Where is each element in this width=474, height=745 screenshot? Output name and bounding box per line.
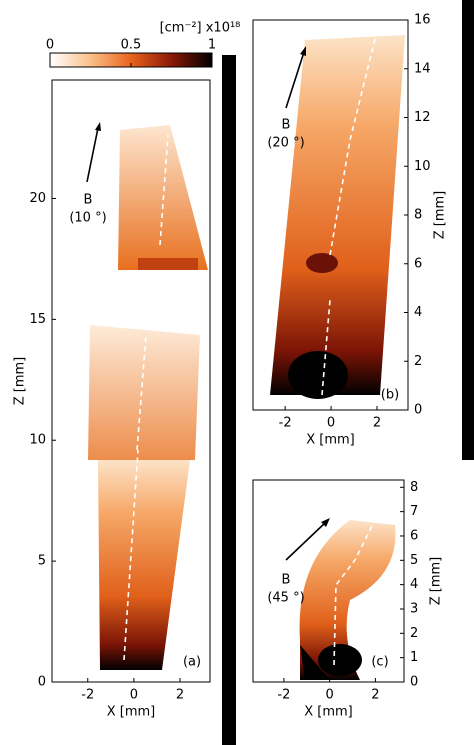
x-tick-label: -2 — [277, 688, 290, 703]
panel-label: (c) — [371, 655, 388, 670]
colorbar-tick-label: 1 — [208, 38, 216, 53]
y-tick-label: 7 — [410, 504, 418, 519]
y-tick-label: 12 — [414, 110, 431, 125]
x-tick-label: -2 — [81, 688, 94, 703]
y-axis-label: Z [mm] — [13, 357, 28, 406]
y-tick-label: 6 — [414, 256, 422, 271]
y-tick-label: 8 — [410, 480, 418, 495]
panel-label: (a) — [183, 655, 201, 670]
y-tick-label: 2 — [410, 626, 418, 641]
x-tick-label: 0 — [327, 416, 335, 431]
frame — [222, 55, 236, 745]
x-axis-label: X [mm] — [107, 705, 156, 720]
x-tick-label: 0 — [130, 688, 138, 703]
x-axis-label: X [mm] — [304, 705, 353, 720]
y-tick-label: 0 — [410, 675, 418, 690]
x-tick-label: 2 — [176, 688, 184, 703]
colorbar-tick-label: 0 — [46, 38, 54, 53]
x-tick-label: 0 — [326, 688, 334, 703]
y-tick-label: 15 — [29, 312, 46, 327]
x-tick-label: 2 — [371, 688, 379, 703]
y-tick-label: 5 — [410, 553, 418, 568]
axes-frame — [252, 479, 405, 683]
y-axis-label: Z [mm] — [433, 191, 448, 240]
y-tick-label: 10 — [29, 433, 46, 448]
axes-frame — [51, 79, 211, 683]
y-tick-label: 3 — [410, 601, 418, 616]
field-label: B — [282, 573, 291, 588]
y-tick-label: 6 — [410, 528, 418, 543]
y-tick-label: 0 — [38, 675, 46, 690]
field-angle: (20 °) — [267, 136, 304, 151]
x-axis-label: X [mm] — [306, 433, 355, 448]
y-tick-label: 5 — [38, 554, 46, 569]
arrow — [285, 51, 305, 109]
colorbar-tick-label: 0.5 — [121, 38, 142, 53]
plume — [88, 34, 405, 680]
field-angle: (45 °) — [267, 591, 304, 606]
y-tick-label: 2 — [414, 354, 422, 369]
field-label: B — [282, 118, 291, 133]
x-tick-label: 2 — [373, 416, 381, 431]
colorbar-label: [cm⁻²] x10¹⁸ — [160, 21, 241, 36]
y-tick-label: 0 — [414, 403, 422, 418]
y-tick-label: 10 — [414, 159, 431, 174]
arrow-head — [321, 518, 330, 527]
panel-label: (b) — [381, 388, 399, 403]
y-tick-label: 16 — [414, 13, 431, 28]
field-angle: (10 °) — [69, 211, 106, 226]
y-tick-label: 4 — [414, 305, 422, 320]
y-tick-label: 8 — [414, 208, 422, 223]
y-tick-label: 20 — [29, 191, 46, 206]
y-axis-label: Z [mm] — [429, 557, 444, 606]
frame — [462, 0, 474, 460]
arrow-head — [300, 46, 306, 56]
arrow — [285, 521, 327, 561]
field-label: B — [84, 193, 93, 208]
y-tick-label: 4 — [410, 577, 418, 592]
x-tick-label: -2 — [279, 416, 292, 431]
y-tick-label: 1 — [410, 650, 418, 665]
y-tick-label: 14 — [414, 61, 431, 76]
arrow-head — [95, 122, 101, 131]
arrow — [86, 127, 99, 183]
